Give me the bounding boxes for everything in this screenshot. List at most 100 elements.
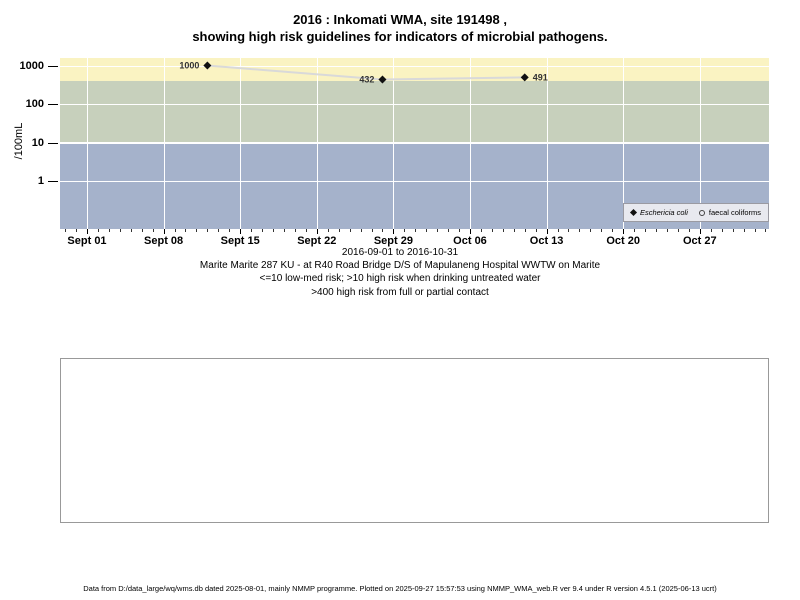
x-tick-minor	[174, 229, 176, 232]
date-range-label: 2016-09-01 to 2016-10-31	[341, 247, 459, 258]
y-tick	[48, 104, 58, 105]
x-tick-minor	[513, 229, 515, 232]
x-tick-minor	[229, 229, 231, 232]
x-tick-minor	[415, 229, 417, 232]
x-tick-minor	[480, 229, 482, 232]
x-tick-minor	[152, 229, 154, 232]
x-tick-label: Sept 22	[297, 235, 337, 247]
x-tick-minor	[97, 229, 99, 232]
x-tick-minor	[732, 229, 734, 232]
legend-label-faecal-coliforms: faecal coliforms	[708, 208, 761, 217]
x-tick-minor	[491, 229, 493, 232]
x-tick-minor	[283, 229, 285, 232]
vertical-gridline	[470, 58, 471, 229]
x-tick-minor	[666, 229, 668, 232]
data-point-marker	[520, 73, 529, 82]
x-tick-minor	[76, 229, 78, 232]
horizontal-gridline	[60, 142, 769, 144]
filled-diamond-icon	[629, 208, 637, 217]
x-tick-minor	[765, 229, 767, 232]
x-tick-minor	[207, 229, 209, 232]
y-tick	[48, 142, 58, 144]
x-tick-minor	[305, 229, 307, 232]
x-tick-minor	[382, 229, 384, 232]
x-tick-minor	[404, 229, 406, 232]
y-tick-label: 10	[31, 136, 44, 149]
x-tick-minor	[371, 229, 373, 232]
data-point-label: 432	[359, 75, 374, 85]
x-tick-minor	[338, 229, 340, 232]
legend-entry-ecoli: Eschericia coli	[629, 208, 688, 217]
x-tick-minor	[65, 229, 67, 232]
x-tick-minor	[688, 229, 690, 232]
chart-subtitle: 2016-09-01 to 2016-10-31 Marite Marite 2…	[0, 246, 800, 299]
x-tick-minor	[360, 229, 362, 232]
x-tick-minor	[251, 229, 253, 232]
vertical-gridline	[393, 58, 395, 229]
horizontal-gridline	[60, 181, 769, 182]
legend: Eschericia coli faecal coliforms	[622, 203, 769, 222]
x-tick-minor	[294, 229, 296, 232]
y-tick-label: 1	[37, 175, 44, 187]
empty-panel	[60, 358, 769, 523]
x-tick-minor	[721, 229, 723, 232]
x-tick-major	[87, 229, 88, 234]
vertical-gridline	[699, 58, 701, 229]
x-tick-minor	[677, 229, 679, 232]
data-series: 1000 432 491	[179, 61, 548, 85]
open-circle-icon	[698, 209, 705, 216]
vertical-gridline	[240, 58, 242, 229]
x-tick-major	[393, 229, 395, 234]
x-tick-label: Sept 08	[144, 235, 184, 247]
y-tick	[48, 181, 58, 182]
vertical-gridline	[87, 58, 88, 229]
chart-title-line2: showing high risk guidelines for indicat…	[192, 29, 608, 44]
x-tick-minor	[349, 229, 351, 232]
data-point-label: 1000	[179, 61, 199, 71]
x-tick-major	[546, 229, 548, 234]
site-description: Marite Marite 287 KU - at R40 Road Bridg…	[199, 260, 601, 272]
x-tick-minor	[426, 229, 428, 232]
x-tick-minor	[601, 229, 603, 232]
x-tick-minor	[656, 229, 658, 232]
x-tick-minor	[535, 229, 537, 232]
x-tick-major	[240, 229, 242, 234]
x-tick-minor	[141, 229, 143, 232]
x-tick-major	[316, 229, 318, 234]
x-tick-minor	[743, 229, 745, 232]
x-tick-minor	[327, 229, 329, 232]
x-tick-minor	[612, 229, 614, 232]
x-tick-minor	[502, 229, 504, 232]
y-tick-label: 1000	[19, 59, 44, 72]
x-tick-minor	[185, 229, 187, 232]
plot-area: 1000 432 491 Eschericia coli faecal colifo…	[60, 58, 769, 229]
x-tick-minor	[130, 229, 132, 232]
x-tick-major	[470, 229, 471, 234]
risk-note-contact: >400 high risk from full or partial cont…	[311, 286, 489, 298]
vertical-gridline	[623, 58, 625, 229]
x-tick-minor	[459, 229, 461, 232]
risk-note-drinking: <=10 low-med risk; >10 high risk when dr…	[259, 273, 541, 285]
data-point-label: 491	[533, 72, 548, 82]
x-tick-minor	[590, 229, 592, 232]
x-tick-label: Oct 20	[606, 235, 641, 247]
y-tick-label: 100	[25, 98, 44, 110]
vertical-gridline	[316, 58, 318, 229]
x-tick-label: Sept 15	[220, 235, 260, 247]
y-tick	[48, 65, 58, 67]
x-tick-minor	[273, 229, 275, 232]
chart-title: 2016 : Inkomati WMA, site 191498 , showi…	[0, 11, 800, 45]
legend-entry-faecal-coliforms: faecal coliforms	[698, 208, 761, 217]
x-tick-label: Oct 27	[682, 235, 717, 247]
legend-label-ecoli: Eschericia coli	[639, 208, 688, 217]
x-tick-minor	[108, 229, 110, 232]
x-tick-label: Oct 06	[453, 235, 487, 247]
x-tick-minor	[634, 229, 636, 232]
x-tick-major	[623, 229, 625, 234]
x-tick-major	[163, 229, 165, 234]
band-high-risk	[60, 58, 769, 81]
horizontal-gridline	[60, 65, 769, 67]
band-medium-risk	[60, 80, 769, 143]
x-tick-minor	[262, 229, 264, 232]
